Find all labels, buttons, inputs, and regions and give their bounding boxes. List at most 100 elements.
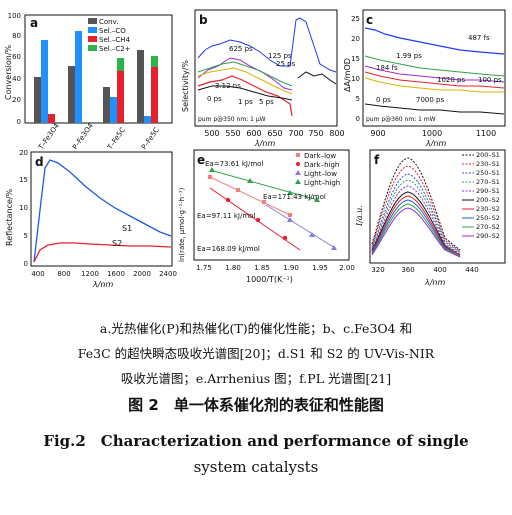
panel-c-ytick-5: 25 bbox=[351, 15, 360, 23]
panel-a-ytick-0: 0 bbox=[17, 118, 21, 126]
panel-f-xtick-2: 400 bbox=[433, 266, 446, 274]
panel-b-ylabel: Selectivity/% bbox=[181, 60, 190, 112]
panel-b-ann-4: 0 ps bbox=[207, 95, 222, 103]
figure-caption-cn: a.光热催化(P)和热催化(T)的催化性能；b、c.Fe3O4 和 Fe3C 的… bbox=[0, 316, 512, 391]
panel-d-label-s2: S2 bbox=[112, 239, 122, 248]
panel-a-cat-0: T–Fe3O4 bbox=[37, 121, 62, 152]
panel-f-xtick-1: 360 bbox=[401, 266, 414, 274]
panel-f-legend-3: 270–S1 bbox=[476, 178, 500, 186]
panel-f-legend-5: 200–S2 bbox=[476, 196, 500, 204]
caption-line-3: 吸收光谱图；e.Arrhenius 图；f.PL 光谱图[21] bbox=[120, 371, 392, 386]
panel-f-ylabel: I/a.u. bbox=[355, 205, 364, 227]
panel-b: b Selectivity/% 500 550 600 650 700 750 … bbox=[181, 9, 345, 148]
panel-d-curve-s1 bbox=[33, 159, 172, 263]
panel-f-legend-9: 290–S2 bbox=[476, 232, 500, 240]
figure-panels: a Conversion/% 0 20 40 60 80 100 Conv. S… bbox=[4, 9, 506, 289]
panel-c-ylabel: ΔA/mOD bbox=[343, 58, 352, 92]
panel-f-xtick-0: 320 bbox=[371, 266, 384, 274]
panel-c-xlabel: λ/nm bbox=[425, 139, 447, 148]
panel-f-curve-200-s2 bbox=[371, 191, 461, 256]
panel-b-curve-red bbox=[197, 75, 293, 117]
panel-e-ann-2: Ea=97.11 kJ/mol bbox=[197, 212, 255, 220]
bar-a3-c2 bbox=[117, 58, 124, 71]
panel-a-cat-2: T–Fe5C bbox=[106, 126, 128, 152]
panel-e-legend: Dark–low Dark–high Light–low Light–high bbox=[295, 152, 340, 187]
panel-f-legend-1: 230–S1 bbox=[476, 160, 500, 168]
bar-a4-ch4 bbox=[151, 67, 158, 123]
panel-b-curve-black bbox=[197, 85, 293, 101]
panel-d-label-s1: S1 bbox=[122, 224, 132, 233]
bar-a1-co bbox=[41, 40, 48, 123]
panel-e-legend-0: Dark–low bbox=[304, 152, 336, 160]
panel-a-ytick-1: 20 bbox=[12, 96, 21, 104]
panel-c-curve-0ps bbox=[364, 103, 505, 115]
panel-b-frame bbox=[194, 9, 338, 127]
panel-e-ann-0: Ea=73.61 kJ/mol bbox=[205, 160, 263, 168]
panel-d-xtick-4: 2000 bbox=[133, 270, 151, 278]
figure-title-en: Fig.2 Characterization and performance o… bbox=[0, 428, 512, 480]
panel-a-cat-1: P–Fe3O4 bbox=[71, 121, 95, 151]
panel-c-ytick-4: 20 bbox=[351, 35, 360, 43]
panel-a: a Conversion/% 0 20 40 60 80 100 Conv. S… bbox=[4, 12, 173, 152]
panel-b-ann-6: 5 ps bbox=[259, 98, 274, 106]
panel-c: c ΔA/mOD 0 5 10 15 20 25 900 1000 1100 λ… bbox=[343, 9, 506, 148]
bar-a4-co bbox=[144, 116, 151, 123]
panel-e-xlabel: 1000/T(K⁻¹) bbox=[246, 275, 293, 284]
figure-title-cn: 图 2 单一体系催化剂的表征和性能图 bbox=[128, 396, 384, 414]
panel-b-curve-purple bbox=[197, 57, 293, 91]
panel-b-note: pum p@350 nm; 1 μW bbox=[198, 116, 266, 123]
panel-c-xtick-2: 1100 bbox=[476, 129, 496, 138]
panel-d-ytick-2: 10 bbox=[19, 204, 28, 212]
panel-b-xlabel: λ/nm bbox=[254, 139, 276, 148]
panel-c-curve-184fs bbox=[364, 65, 505, 83]
panel-f-curve-270-s1 bbox=[371, 179, 461, 254]
panel-c-letter: c bbox=[366, 13, 373, 27]
panel-e-line-light-low bbox=[265, 204, 336, 249]
panel-b-xtick-0: 500 bbox=[204, 129, 219, 138]
panel-c-ytick-2: 10 bbox=[351, 75, 360, 83]
panel-d-ytick-1: 5 bbox=[24, 232, 28, 240]
panel-e-legend-1: Dark–high bbox=[304, 161, 339, 169]
bar-a3-co bbox=[110, 97, 117, 123]
bar-a2-conv bbox=[68, 66, 75, 123]
caption-line-2: Fe3C 的超快瞬态吸收光谱图[20]；d.S1 和 S2 的 UV-Vis-N… bbox=[77, 346, 435, 361]
panel-c-curve-487fs bbox=[364, 27, 505, 55]
bar-a4-c2 bbox=[151, 56, 158, 67]
panel-c-frame bbox=[362, 9, 506, 127]
panel-e-ylabel: ln(rate, μmol·g⁻¹·h⁻¹) bbox=[178, 187, 186, 262]
panel-f-curve-290-s1 bbox=[371, 185, 461, 255]
panel-c-ann-0: 487 fs bbox=[468, 34, 490, 42]
panel-b-xtick-1: 550 bbox=[225, 129, 240, 138]
panel-f-curve-250-s1 bbox=[371, 173, 461, 253]
panel-d-xtick-5: 2400 bbox=[159, 270, 177, 278]
panel-e-legend-2: Light–low bbox=[304, 170, 337, 178]
bar-a4-conv bbox=[137, 50, 144, 123]
panel-e-ann-3: Ea=168.09 kJ/mol bbox=[197, 245, 260, 253]
panel-b-ann-2: 25 ps bbox=[276, 60, 296, 68]
panel-b-xtick-6: 800 bbox=[329, 129, 344, 138]
panel-f-curve-270-s2 bbox=[371, 203, 461, 257]
panel-f-legend-7: 250–S2 bbox=[476, 214, 500, 222]
panel-e: e ln(rate, μmol·g⁻¹·h⁻¹) 1.75 1.80 1.85 … bbox=[178, 149, 355, 284]
panel-e-xtick-3: 1.90 bbox=[283, 264, 299, 272]
panel-d-frame bbox=[30, 151, 173, 267]
panel-b-curve-black-right bbox=[297, 71, 337, 85]
panel-c-curve-199ps bbox=[364, 55, 505, 77]
panel-b-xtick-4: 700 bbox=[288, 129, 303, 138]
panel-a-ytick-3: 60 bbox=[12, 53, 21, 61]
panel-e-xtick-1: 1.80 bbox=[225, 264, 241, 272]
panel-d-xlabel: λ/nm bbox=[92, 280, 114, 289]
panel-f-curve-290-s2 bbox=[371, 207, 461, 258]
panel-d-xtick-1: 800 bbox=[57, 270, 70, 278]
panel-f-curve-250-s2 bbox=[371, 199, 461, 257]
panel-b-ann-5: 1 ps bbox=[238, 98, 253, 106]
panel-e-frame bbox=[193, 149, 350, 261]
panel-a-ylabel: Conversion/% bbox=[4, 44, 13, 100]
panel-c-xtick-0: 900 bbox=[370, 129, 385, 138]
panel-f-legend: 200–S1 230–S1 250–S1 270–S1 290–S1 200–S… bbox=[462, 151, 500, 240]
panel-c-ann-2: 184 fs bbox=[376, 64, 398, 72]
panel-e-xtick-5: 2.00 bbox=[339, 264, 355, 272]
bar-a3-conv bbox=[103, 87, 110, 123]
panel-b-xtick-2: 600 bbox=[246, 129, 261, 138]
panel-e-points bbox=[208, 167, 337, 250]
